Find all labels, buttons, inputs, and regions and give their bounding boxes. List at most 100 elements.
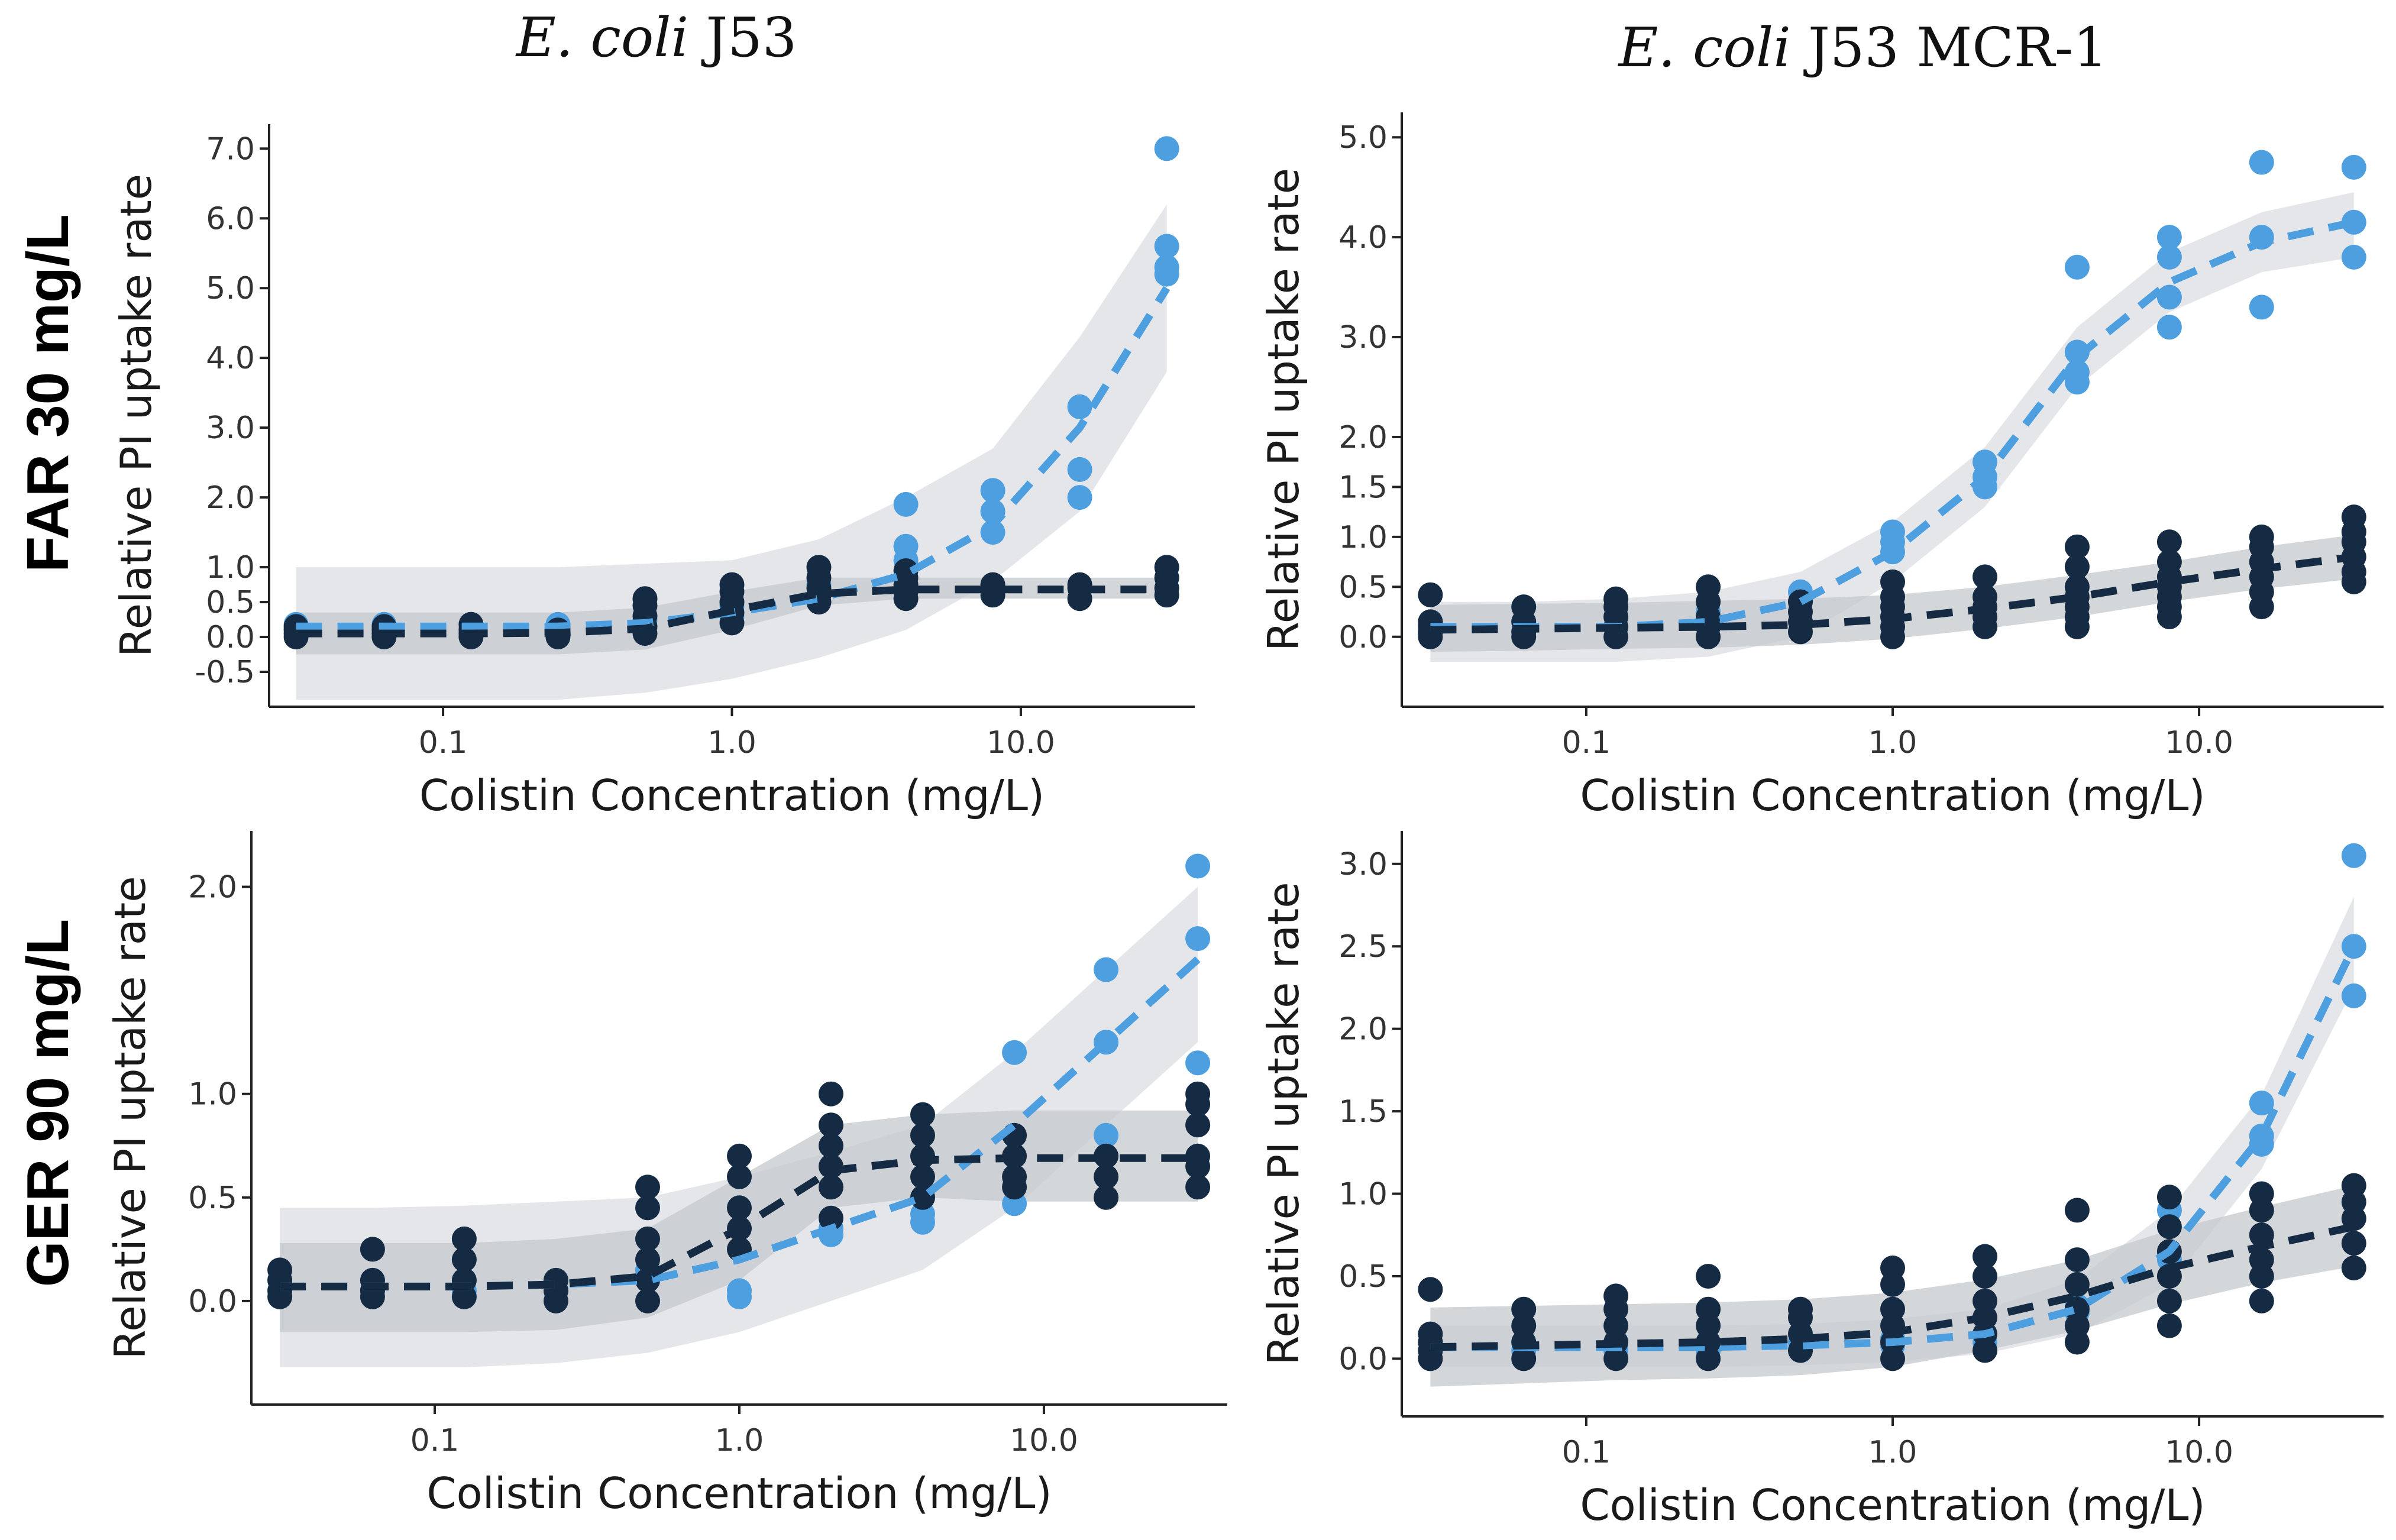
dark-data-point xyxy=(2156,1185,2182,1210)
light-data-point xyxy=(2064,254,2090,280)
dark-data-point xyxy=(2249,1222,2274,1248)
dark-data-point xyxy=(819,1133,843,1159)
dark-data-point xyxy=(1094,1143,1119,1169)
y-axis-title: Relative PI uptake rate xyxy=(111,174,161,657)
light-data-point xyxy=(1185,1050,1211,1076)
dark-data-point xyxy=(2064,574,2090,600)
dark-data-point xyxy=(1603,586,1629,612)
dark-data-point xyxy=(1185,1112,1211,1138)
y-tick-label: 5.0 xyxy=(1338,120,1388,156)
dark-data-point xyxy=(1418,582,1443,607)
x-tick-label: 0.1 xyxy=(1562,725,1611,761)
dark-data-point xyxy=(1973,1264,1997,1289)
y-tick-label: 5.0 xyxy=(206,271,255,306)
dark-data-point xyxy=(1973,1244,1997,1269)
x-axis-title: Colistin Concentration (mg/L) xyxy=(426,1468,1052,1518)
x-axis-title: Colistin Concentration (mg/L) xyxy=(1580,1480,2205,1530)
y-tick-label: 0.5 xyxy=(1338,1259,1388,1295)
dark-data-point xyxy=(1418,1277,1443,1302)
y-tick-label: 1.0 xyxy=(1338,520,1388,555)
dark-data-point xyxy=(1154,555,1179,580)
y-tick-label: 3.0 xyxy=(1338,320,1388,355)
dark-data-point xyxy=(635,1175,660,1200)
light-data-point xyxy=(2341,244,2366,270)
light-data-point xyxy=(1094,1122,1119,1148)
dark-data-point xyxy=(806,555,832,580)
dark-fit-line xyxy=(1430,1222,2355,1351)
light-confidence-band xyxy=(1430,192,2354,662)
y-tick-label: 2.0 xyxy=(206,480,255,516)
x-tick-label: 1.0 xyxy=(707,725,756,761)
dark-data-point xyxy=(1696,1296,1721,1322)
dark-data-point xyxy=(2064,554,2090,580)
x-tick-label: 0.1 xyxy=(410,1423,460,1458)
light-data-point xyxy=(2064,339,2090,365)
dark-data-point xyxy=(1880,1296,1905,1322)
x-tick-label: 10.0 xyxy=(1010,1423,1078,1458)
dark-data-point xyxy=(451,1226,477,1251)
dark-fit-line xyxy=(296,585,1167,638)
x-tick-label: 0.1 xyxy=(1562,1435,1611,1470)
y-tick-label: 0.0 xyxy=(1338,620,1388,655)
light-fit-line xyxy=(1430,218,2355,631)
panel-top-right: 0.0 0.5 1.0 1.5 2.0 3.0 4.0 5.0 0.1 1.0 10.0 Colist… xyxy=(1259,112,2384,820)
light-data-point xyxy=(1067,394,1092,419)
dark-data-point xyxy=(2249,524,2274,549)
dark-data-point xyxy=(1418,1321,1443,1347)
y-tick-label: 3.0 xyxy=(1338,847,1388,882)
dark-data-point xyxy=(819,1205,843,1231)
column-title-1: E. coli J53 xyxy=(515,6,797,69)
y-tick-label: 0.5 xyxy=(1338,570,1388,605)
y-tick-label: 0.0 xyxy=(206,620,255,655)
dark-data-point xyxy=(544,1267,568,1293)
light-data-point xyxy=(1154,136,1179,161)
dark-data-point xyxy=(2249,1247,2274,1273)
y-tick-label: 6.0 xyxy=(206,201,255,237)
light-data-point xyxy=(1185,853,1211,879)
dark-data-point xyxy=(2341,1173,2366,1198)
dark-data-point xyxy=(2249,1288,2274,1313)
dark-data-point xyxy=(267,1257,293,1283)
dark-data-point xyxy=(1185,1143,1211,1169)
dark-data-point xyxy=(2156,1214,2182,1240)
panel-top-left: -0.50.00.51.02.03.04.05.06.07.00.1 1.0 10.… xyxy=(111,124,1195,820)
y-tick-label: -0.5 xyxy=(195,655,255,690)
light-data-point xyxy=(1067,457,1092,482)
light-data-point xyxy=(2064,360,2090,385)
y-tick-label: 7.0 xyxy=(206,131,255,167)
dark-data-point xyxy=(1185,1175,1211,1200)
dark-data-point xyxy=(1696,1264,1721,1289)
dark-data-point xyxy=(1880,1256,1905,1280)
y-tick-label: 3.0 xyxy=(206,410,255,446)
x-tick-label: 1.0 xyxy=(715,1423,764,1458)
dark-data-point xyxy=(2156,1313,2182,1338)
dark-data-point xyxy=(893,558,919,583)
dark-data-point xyxy=(2064,1198,2090,1223)
light-data-point xyxy=(893,533,919,559)
dark-confidence-band xyxy=(1430,1185,2354,1387)
light-fit-line xyxy=(280,956,1201,1290)
light-data-point xyxy=(1154,254,1179,280)
y-axis-title: Relative PI uptake rate xyxy=(105,876,155,1359)
y-tick-label: 2.0 xyxy=(188,870,237,905)
dark-data-point xyxy=(1002,1164,1027,1189)
dark-data-point xyxy=(727,1195,752,1221)
dark-data-point xyxy=(819,1112,843,1138)
light-data-point xyxy=(1002,1040,1027,1065)
dark-fit-line xyxy=(1430,553,2355,634)
light-data-point xyxy=(1973,449,1997,475)
light-fit-line xyxy=(1430,944,2358,1351)
dark-data-point xyxy=(2156,549,2182,575)
dark-data-point xyxy=(451,1247,477,1272)
x-tick-label: 0.1 xyxy=(419,725,468,761)
dark-data-point xyxy=(2341,1231,2366,1256)
dark-fit-line xyxy=(280,1154,1198,1290)
dark-data-point xyxy=(635,1195,660,1221)
dark-data-point xyxy=(1511,1296,1537,1322)
dark-data-point xyxy=(2249,1181,2274,1206)
light-data-point xyxy=(2156,225,2182,250)
dark-data-point xyxy=(635,1226,660,1251)
y-tick-label: 0.0 xyxy=(188,1284,237,1319)
x-axis-title: Colistin Concentration (mg/L) xyxy=(419,771,1045,820)
